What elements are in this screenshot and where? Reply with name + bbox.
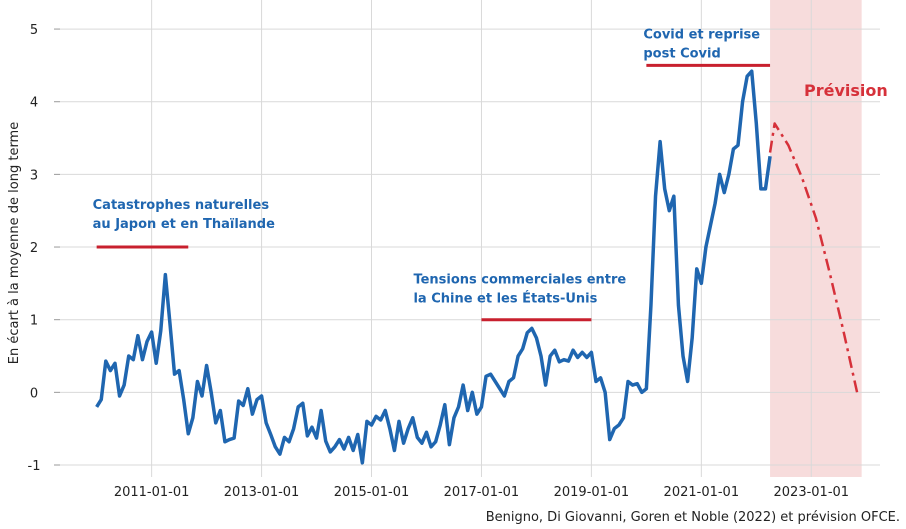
forecast-region <box>770 0 862 477</box>
annotation-text: post Covid <box>643 46 720 61</box>
x-tick-label: 2011-01-01 <box>114 485 190 500</box>
x-tick-label: 2017-01-01 <box>444 485 520 500</box>
x-tick-label: 2021-01-01 <box>664 485 740 500</box>
x-tick-label: 2023-01-01 <box>774 485 850 500</box>
y-tick-label: -1 <box>28 459 41 474</box>
y-tick-label: 4 <box>30 96 38 111</box>
annotation-text: Covid et reprise <box>643 27 760 42</box>
x-tick-label: 2019-01-01 <box>554 485 630 500</box>
annotation-text: la Chine et les États-Unis <box>413 291 597 307</box>
y-tick-label: 3 <box>30 168 38 183</box>
annotation-text: Tensions commerciales entre <box>413 273 626 288</box>
series-line <box>768 122 859 393</box>
forecast-label: Prévision <box>804 81 888 100</box>
source: Benigno, Di Giovanni, Goren et Noble (20… <box>486 510 900 525</box>
series-line <box>95 69 772 465</box>
y-tick-label: 5 <box>30 23 38 38</box>
annotation-text: Catastrophes naturelles <box>93 198 270 213</box>
y-tick-label: 2 <box>30 241 38 256</box>
x-tick-label: 2015-01-01 <box>334 485 410 500</box>
x-tick-label: 2013-01-01 <box>224 485 300 500</box>
y-axis-label: En écart à la moyenne de long terme <box>7 122 22 364</box>
annotation-text: au Japon et en Thaïlande <box>93 217 275 232</box>
y-tick-label: 0 <box>30 386 38 401</box>
y-tick-label: 1 <box>30 314 38 329</box>
